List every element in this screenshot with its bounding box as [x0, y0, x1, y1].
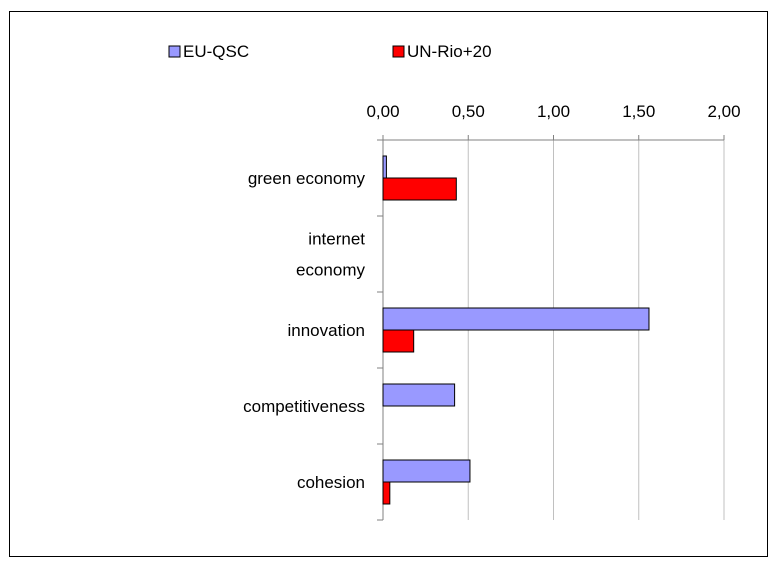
- bar-eu-qsc: [382, 383, 456, 407]
- bar-un-rio-20: [382, 177, 457, 201]
- category-label: competitiveness: [243, 397, 365, 416]
- x-tick-label: 0,50: [452, 102, 485, 121]
- y-axis: green economy internet economy innovation co…: [243, 139, 384, 521]
- x-tick-label: 1,00: [537, 102, 570, 121]
- category-label: internet: [308, 230, 365, 249]
- legend-swatch: [392, 45, 405, 58]
- bar-eu-qsc: [382, 459, 471, 483]
- category-label: cohesion: [297, 473, 365, 492]
- category-label: economy: [296, 261, 365, 280]
- bar-un-rio-20: [382, 329, 415, 353]
- category-label: innovation: [287, 321, 365, 340]
- legend-label: EU-QSC: [183, 42, 249, 61]
- x-axis: 0,00 0,50 1,00 1,50 2,00: [366, 102, 741, 141]
- category-label: green economy: [248, 169, 366, 188]
- x-tick-label: 1,50: [622, 102, 655, 121]
- x-tick-label: 0,00: [366, 102, 399, 121]
- legend-label: UN-Rio+20: [407, 42, 492, 61]
- x-tick-label: 2,00: [707, 102, 740, 121]
- bars: [382, 155, 650, 505]
- bar-eu-qsc: [382, 307, 650, 331]
- legend: EU-QSC UN-Rio+20: [168, 42, 492, 61]
- legend-swatch: [168, 45, 181, 58]
- bar-eu-qsc: [382, 155, 387, 179]
- bar-un-rio-20: [382, 481, 391, 505]
